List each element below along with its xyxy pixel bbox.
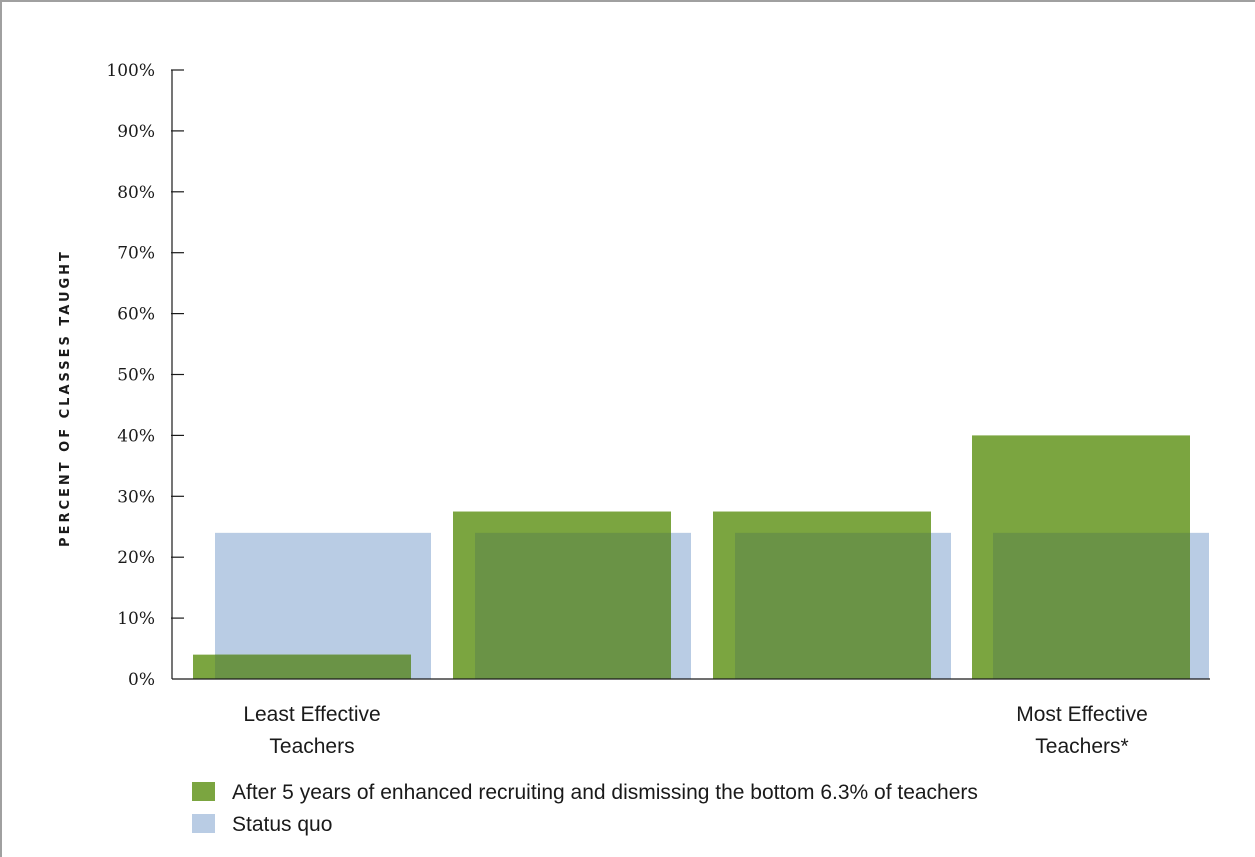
legend-swatch [192,782,215,801]
bars [193,435,1209,679]
legend: After 5 years of enhanced recruiting and… [192,781,978,836]
y-tick-label: 80% [117,183,155,203]
legend-swatch [192,814,215,833]
y-axis-label: PERCENT OF CLASSES TAUGHT [58,249,73,547]
y-axis: 0% 10% 20% 30% 40% 50% 60% 70% 80% 90% 100% [106,61,184,690]
y-tick-label: 20% [117,548,155,568]
y-tick-label: 0% [128,670,155,690]
category-label: Teachers [269,735,354,758]
bar-overlap [735,532,931,679]
category-labels: Least Effective Teachers Most Effective Tea… [243,703,1147,758]
y-tick-label: 60% [117,305,155,325]
category-label: Least Effective [243,703,380,726]
y-tick-label: 100% [106,61,155,81]
y-tick-label: 50% [117,366,155,386]
category-label: Teachers* [1035,735,1128,758]
y-tick-label: 90% [117,122,155,142]
legend-label: Status quo [232,813,332,836]
y-tick-label: 70% [117,244,155,264]
bar-overlap [993,532,1190,679]
y-tick-label: 30% [117,487,155,507]
y-tick-label: 40% [117,426,155,446]
bar-overlap [475,532,671,679]
y-tick-label: 10% [117,609,155,629]
legend-label: After 5 years of enhanced recruiting and… [232,781,978,804]
category-label: Most Effective [1016,703,1148,726]
bar-overlap [215,654,411,679]
